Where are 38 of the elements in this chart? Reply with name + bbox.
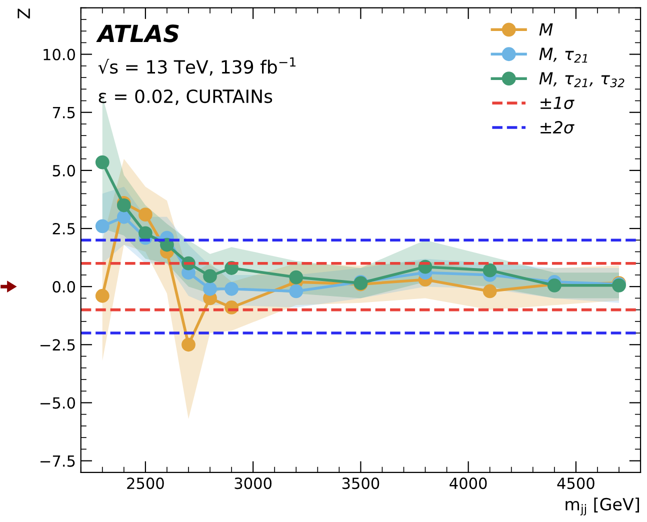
legend-label: M <box>539 23 553 36</box>
y-tick-label: 5.0 <box>52 164 75 176</box>
point <box>95 219 110 234</box>
point <box>95 155 110 170</box>
y-axis-title: Z <box>18 8 30 18</box>
x-tick-label: 3500 <box>342 478 380 490</box>
annotation: ATLAS <box>96 24 179 42</box>
point <box>182 338 196 352</box>
legend-label: M, τ$_{21}$, τ$_{32}$ <box>539 72 624 88</box>
y-tick-label: 0.0 <box>52 281 75 293</box>
x-tick-label: 4000 <box>450 478 487 490</box>
point <box>224 282 238 296</box>
point <box>289 284 304 298</box>
y-tick-label: 10.0 <box>44 48 75 60</box>
x-tick-label: 3000 <box>234 478 272 490</box>
annotation: ε = 0.02, CURTAINs <box>98 89 272 105</box>
y-tick-label: 2.5 <box>52 222 75 235</box>
annotation: √s = 13 TeV, 139 fb$^{−1}$ <box>98 57 296 76</box>
point <box>138 226 152 240</box>
point <box>482 263 497 278</box>
legend-label: ±2σ <box>540 120 574 134</box>
point <box>482 284 497 298</box>
point <box>289 270 304 284</box>
x-tick-label: 2500 <box>127 478 164 490</box>
y-tick-label: −2.5 <box>40 339 75 351</box>
y-tick-label: −5.0 <box>40 397 75 409</box>
legend-label: M, τ$_{21}$ <box>539 48 588 63</box>
legend-label: ±1σ <box>540 96 574 110</box>
y-tick-label: −7.5 <box>40 455 75 467</box>
point <box>116 198 131 212</box>
point <box>203 282 217 296</box>
point <box>95 288 110 303</box>
point <box>116 210 131 224</box>
x-axis-title: m$_{jj}$ [GeV] <box>566 498 639 516</box>
point <box>138 208 152 222</box>
y-tick-label: 7.5 <box>52 107 75 118</box>
x-tick-label: 4500 <box>557 478 594 490</box>
point <box>203 269 217 284</box>
